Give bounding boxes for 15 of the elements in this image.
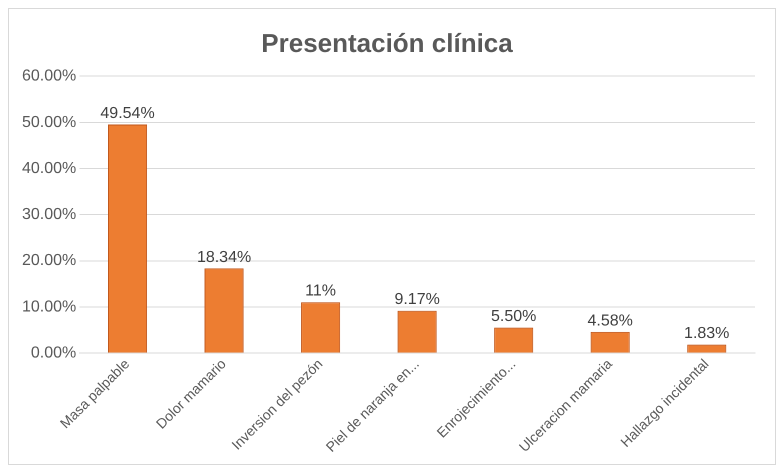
y-tick-label: 50.00% bbox=[22, 114, 76, 131]
data-label: 11% bbox=[305, 282, 336, 300]
data-label: 1.83% bbox=[684, 325, 730, 342]
y-tick-label: 0.00% bbox=[30, 344, 76, 362]
data-label: 9.17% bbox=[394, 291, 440, 308]
chart-title: Presentación clínica bbox=[261, 28, 514, 58]
data-label: 49.54% bbox=[100, 104, 155, 122]
data-label: 5.50% bbox=[490, 308, 536, 326]
y-tick-label: 60.00% bbox=[22, 68, 76, 85]
data-label: 18.34% bbox=[196, 248, 252, 266]
y-tick-label: 30.00% bbox=[22, 206, 76, 224]
y-tick-label: 10.00% bbox=[22, 298, 76, 316]
data-label: 4.58% bbox=[588, 312, 633, 330]
y-tick-label: 20.00% bbox=[22, 252, 76, 270]
y-tick-label: 40.00% bbox=[22, 160, 76, 177]
